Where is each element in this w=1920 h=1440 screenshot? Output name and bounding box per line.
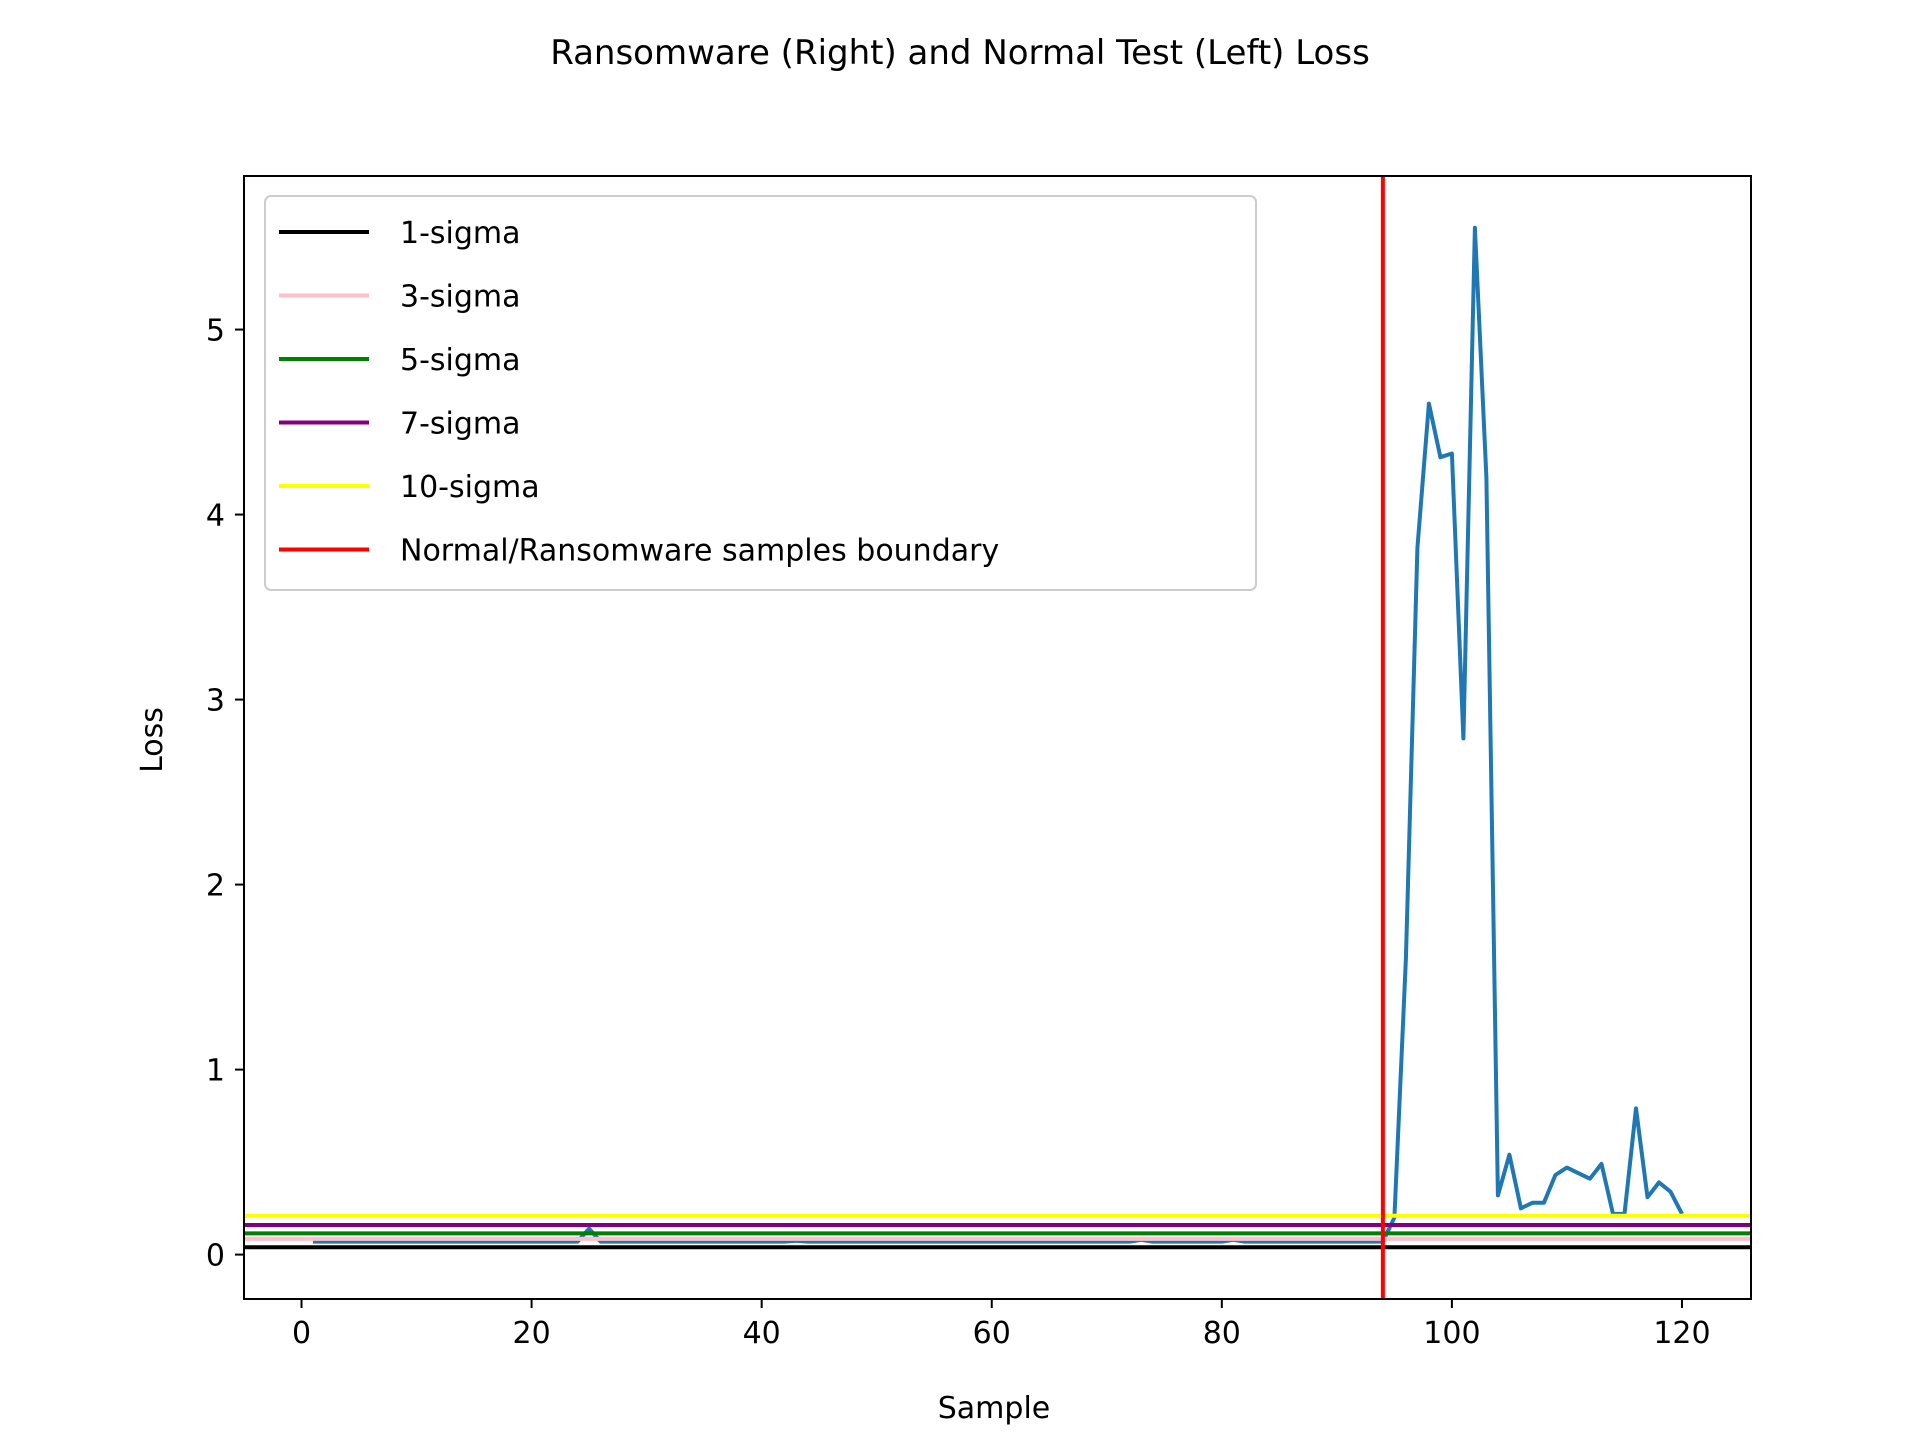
series-line-0 <box>313 225 1684 1244</box>
x-tick-label: 100 <box>1423 1316 1480 1351</box>
x-tick-label: 20 <box>513 1316 551 1351</box>
legend-box <box>264 195 1257 591</box>
legend-label: 3-sigma <box>400 280 521 315</box>
x-tick-label: 0 <box>292 1316 311 1351</box>
x-tick-label: 40 <box>743 1316 781 1351</box>
x-axis-label: Sample <box>938 1391 1051 1426</box>
y-tick-label: 3 <box>206 684 225 719</box>
x-tick-label: 80 <box>1203 1316 1241 1351</box>
axes-frame <box>243 175 1752 1300</box>
y-tick-label: 5 <box>206 314 225 349</box>
legend-label: Normal/Ransomware samples boundary <box>400 534 999 569</box>
y-tick-label: 2 <box>206 869 225 904</box>
y-axis-label: Loss <box>135 707 170 773</box>
legend-label: 7-sigma <box>400 407 521 442</box>
legend-label: 1-sigma <box>400 216 521 251</box>
axes: 0 20 40 60 80 100 120 0 1 2 3 4 5 <box>206 175 1752 1351</box>
chart-title: Ransomware (Right) and Normal Test (Left… <box>550 33 1370 73</box>
y-tick-label: 1 <box>206 1054 225 1089</box>
legend: 1-sigma 3-sigma 5-sigma 7-sigma 10-sigma Norm… <box>264 195 1257 591</box>
y-tick-label: 0 <box>206 1239 225 1274</box>
legend-label: 10-sigma <box>400 470 540 505</box>
y-tick-label: 4 <box>206 499 225 534</box>
plot-area <box>244 176 1751 1299</box>
x-tick-label: 60 <box>973 1316 1011 1351</box>
legend-label: 5-sigma <box>400 343 521 378</box>
x-tick-label: 120 <box>1653 1316 1710 1351</box>
